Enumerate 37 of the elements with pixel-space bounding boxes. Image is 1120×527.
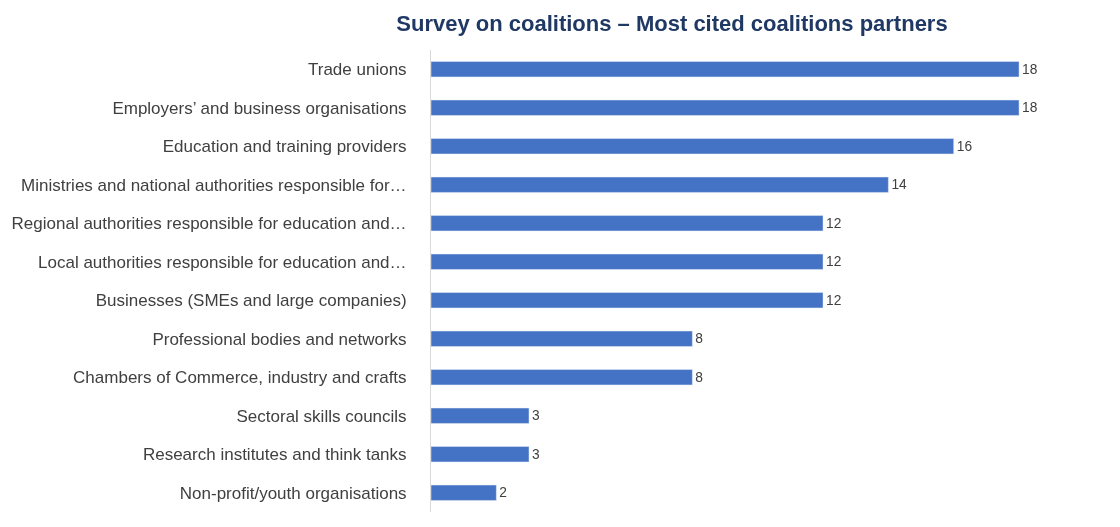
y-tick-label: Businesses (SMEs and large companies): [95, 291, 407, 311]
bar: [431, 484, 497, 501]
y-tick-label: Non-profit/youth organisations: [179, 483, 407, 503]
bar: [431, 446, 530, 463]
data-label: 3: [532, 446, 541, 462]
y-tick-label: Professional bodies and networks: [152, 329, 407, 349]
data-label: 18: [1022, 61, 1038, 77]
y-tick-label: Trade unions: [307, 60, 407, 80]
data-label: 8: [695, 331, 704, 347]
bar: [431, 176, 889, 193]
bar: [431, 292, 824, 309]
bar: [431, 99, 1020, 116]
y-tick-label: Local authorities responsible for education and…: [38, 252, 407, 272]
bar: [431, 138, 954, 155]
bar: [431, 330, 693, 347]
bar: [431, 61, 1020, 78]
bar: [431, 369, 693, 386]
y-tick-label: Chambers of Commerce, industry and crafts: [73, 368, 407, 388]
data-label: 16: [956, 138, 973, 154]
data-label: 12: [826, 254, 842, 270]
data-label: 14: [891, 177, 908, 193]
y-tick-label: Ministries and national authorities responsible for…: [21, 175, 407, 195]
data-label: 12: [826, 292, 842, 308]
data-label: 8: [695, 369, 704, 385]
y-tick-label: Education and training providers: [162, 137, 407, 157]
bar: [431, 407, 530, 424]
bar: [431, 215, 824, 232]
y-tick-label: Research institutes and think tanks: [142, 445, 407, 465]
data-label: 3: [532, 408, 541, 424]
data-label: 12: [826, 215, 842, 231]
y-tick-label: Employers’ and business organisations: [112, 98, 407, 118]
y-tick-label: Sectoral skills councils: [236, 406, 407, 426]
chart-title: Survey on coalitions – Most cited coalitions partners: [396, 11, 948, 37]
y-tick-label: Regional authorities responsible for education and…: [11, 214, 407, 234]
bar: [431, 253, 824, 270]
data-label: 18: [1022, 100, 1038, 116]
data-label: 2: [499, 485, 508, 501]
